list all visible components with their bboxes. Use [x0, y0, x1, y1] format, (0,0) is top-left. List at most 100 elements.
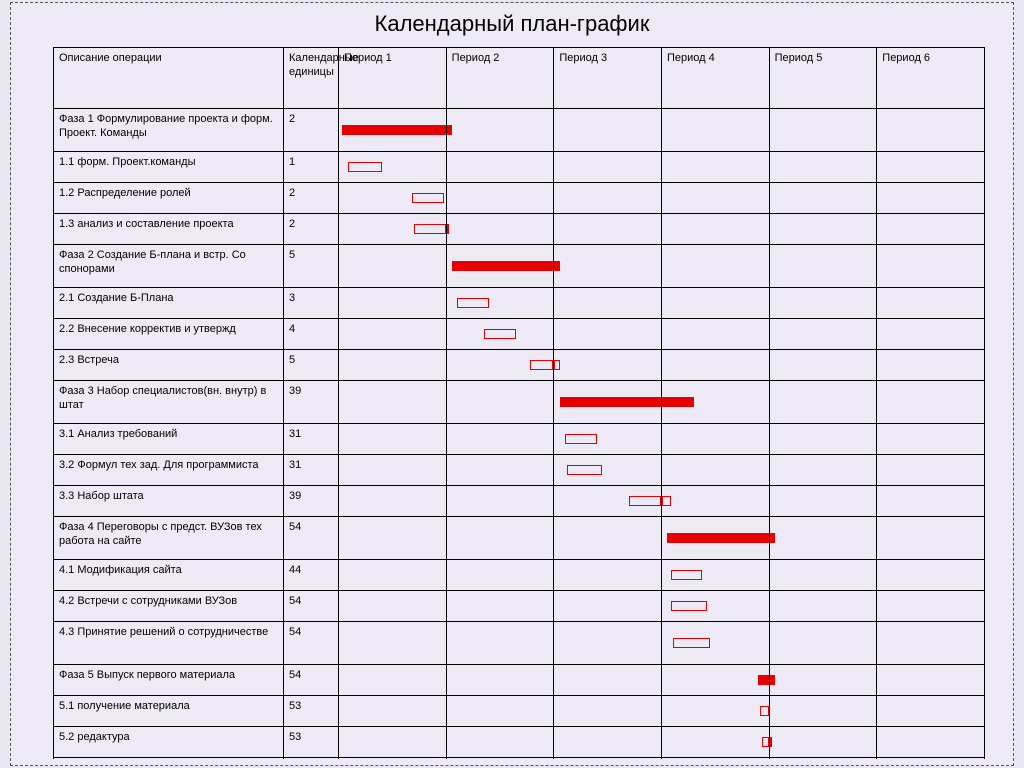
cell-period [339, 758, 447, 760]
cell-desc: 4.2 Встречи с сотрудниками ВУЗов [54, 591, 284, 622]
cell-units: 39 [284, 486, 339, 517]
cell-period [554, 486, 662, 517]
gantt-bar-phase [447, 125, 452, 135]
cell-period [877, 455, 985, 486]
cell-period [877, 696, 985, 727]
cell-period [661, 727, 769, 758]
cell-period [339, 591, 447, 622]
cell-period [339, 288, 447, 319]
gantt-bar-task [414, 224, 446, 234]
table-row: 4.1 Модификация сайта44 [54, 560, 985, 591]
cell-period [339, 424, 447, 455]
cell-period [769, 152, 877, 183]
cell-units: 54 [284, 758, 339, 760]
cell-units: 31 [284, 455, 339, 486]
cell-period [446, 381, 554, 424]
table-row: 1.3 анализ и составление проекта2 [54, 214, 985, 245]
cell-period [554, 455, 662, 486]
cell-period [877, 591, 985, 622]
cell-period [339, 486, 447, 517]
cell-period [446, 288, 554, 319]
cell-units: 44 [284, 560, 339, 591]
cell-desc: 5.3 коррекция и опубликование [54, 758, 284, 760]
cell-period [554, 288, 662, 319]
cell-period [554, 109, 662, 152]
cell-period [339, 622, 447, 665]
cell-period [877, 183, 985, 214]
gantt-bar-task [447, 224, 449, 234]
table-row: 3.1 Анализ требований31 [54, 424, 985, 455]
cell-period [554, 517, 662, 560]
cell-period [446, 591, 554, 622]
cell-period [446, 622, 554, 665]
cell-period [446, 245, 554, 288]
cell-period [877, 319, 985, 350]
cell-period [446, 517, 554, 560]
cell-period [877, 245, 985, 288]
cell-units: 54 [284, 591, 339, 622]
cell-period [554, 591, 662, 622]
cell-period [769, 727, 877, 758]
cell-period [661, 109, 769, 152]
table-row: 3.3 Набор штата39 [54, 486, 985, 517]
gantt-bar-task [567, 465, 602, 475]
cell-period [554, 183, 662, 214]
table-row: 2.3 Встреча5 [54, 350, 985, 381]
col-period-5: Период 5 [769, 48, 877, 109]
col-desc: Описание операции [54, 48, 284, 109]
cell-period [769, 214, 877, 245]
cell-period [554, 560, 662, 591]
table-row: 4.3 Принятие решений о сотрудничестве54 [54, 622, 985, 665]
cell-period [339, 245, 447, 288]
cell-period [769, 560, 877, 591]
cell-period [446, 560, 554, 591]
gantt-bar-task [565, 434, 597, 444]
cell-period [554, 381, 662, 424]
cell-period [661, 696, 769, 727]
cell-period [769, 424, 877, 455]
cell-period [769, 455, 877, 486]
cell-period [661, 622, 769, 665]
table-row: 4.2 Встречи с сотрудниками ВУЗов54 [54, 591, 985, 622]
cell-period [661, 245, 769, 288]
cell-units: 3 [284, 288, 339, 319]
cell-period [446, 486, 554, 517]
cell-period [769, 486, 877, 517]
cell-period [769, 245, 877, 288]
cell-period [877, 560, 985, 591]
cell-desc: 1.1 форм. Проект.команды [54, 152, 284, 183]
cell-period [769, 288, 877, 319]
cell-period [446, 424, 554, 455]
gantt-table: Описание операции Календарные единицы Пе… [53, 47, 985, 759]
cell-period [661, 350, 769, 381]
col-period-6: Период 6 [877, 48, 985, 109]
gantt-bar-phase [770, 533, 775, 543]
cell-period [446, 319, 554, 350]
cell-period [877, 665, 985, 696]
slide-frame: Календарный план-график Описание операци… [10, 2, 1014, 766]
col-period-1: Период 1 [339, 48, 447, 109]
col-period-4: Период 4 [661, 48, 769, 109]
cell-period [446, 665, 554, 696]
table-header-row: Описание операции Календарные единицы Пе… [54, 48, 985, 109]
cell-desc: 5.2 редактура [54, 727, 284, 758]
cell-period [661, 152, 769, 183]
cell-desc: 4.3 Принятие решений о сотрудничестве [54, 622, 284, 665]
cell-period [877, 727, 985, 758]
cell-period [769, 350, 877, 381]
cell-period [339, 350, 447, 381]
cell-desc: 3.3 Набор штата [54, 486, 284, 517]
cell-period [769, 183, 877, 214]
gantt-bar-task [629, 496, 661, 506]
cell-units: 31 [284, 424, 339, 455]
gantt-table-wrap: Описание операции Календарные единицы Пе… [53, 47, 985, 759]
gantt-bar-task [412, 193, 444, 203]
gantt-bar-phase [560, 397, 661, 407]
cell-units: 4 [284, 319, 339, 350]
table-row: 1.2 Распределение ролей2 [54, 183, 985, 214]
cell-period [554, 665, 662, 696]
cell-period [877, 758, 985, 760]
cell-period [554, 152, 662, 183]
gantt-bar-phase [667, 533, 768, 543]
table-row: 1.1 форм. Проект.команды1 [54, 152, 985, 183]
